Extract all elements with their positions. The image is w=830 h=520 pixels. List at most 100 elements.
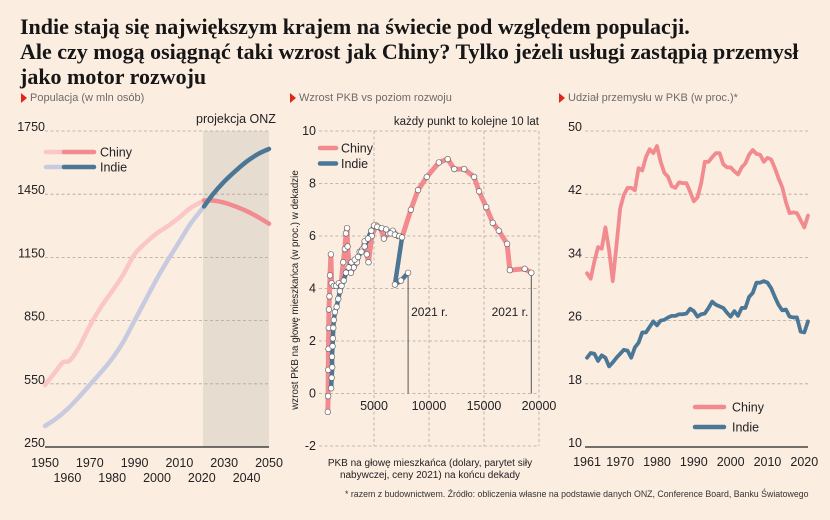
- scatter-annotation: każdy punkt to kolejne 10 lat: [394, 116, 540, 128]
- data-point-india: [329, 364, 336, 371]
- series-line-projection-china: [201, 198, 272, 226]
- series-line-china: [585, 144, 810, 284]
- triangle-marker-icon: [559, 93, 565, 103]
- data-point-india: [336, 287, 344, 295]
- data-point-india: [391, 281, 399, 288]
- end-year-label: 2021 r.: [492, 305, 529, 319]
- y-tick-label: 10: [302, 124, 316, 138]
- data-point-china: [407, 206, 415, 213]
- data-point-india: [340, 277, 347, 284]
- x-tick-label: 2020: [790, 455, 818, 469]
- y-tick-label: 1150: [18, 246, 45, 260]
- data-point-china: [344, 243, 351, 250]
- data-point-china: [343, 224, 351, 232]
- data-point-china: [521, 265, 528, 272]
- data-point-china: [326, 272, 334, 279]
- y-tick-label: 250: [24, 436, 45, 450]
- legend-label: Indie: [341, 157, 368, 171]
- x-tick-label: 2020: [188, 471, 216, 485]
- x-tick-label: 1980: [643, 455, 671, 469]
- y-tick-label: 42: [568, 183, 582, 197]
- x-tick-label: 1960: [53, 471, 81, 485]
- data-point-india: [335, 295, 342, 303]
- data-point-china: [483, 203, 490, 211]
- data-point-china: [444, 155, 451, 163]
- population-panel-subtitle: Populacja (w mln osób): [21, 92, 144, 104]
- y-tick-label: 50: [568, 120, 582, 134]
- data-point-india: [398, 234, 406, 241]
- x-tick-label: 2050: [255, 456, 283, 470]
- x-tick-label: 2040: [233, 471, 261, 485]
- projection-shade: [203, 131, 269, 447]
- x-tick-label: 20000: [522, 399, 557, 413]
- legend-label: Indie: [100, 161, 127, 175]
- data-point-india: [327, 385, 335, 392]
- data-point-china: [325, 306, 333, 313]
- series-line-historical-india: [42, 204, 207, 429]
- triangle-marker-icon: [290, 93, 296, 103]
- y-tick-label: 4: [309, 282, 316, 296]
- industry-subtitle-text: Udział przemysłu w PKB (w proc.)*: [568, 92, 738, 104]
- data-point-india: [328, 374, 335, 381]
- data-point-china: [324, 392, 332, 400]
- y-tick-label: 850: [24, 310, 45, 324]
- y-tick-label: 10: [568, 436, 582, 450]
- headline: Indie stają się największym krajem na św…: [20, 14, 799, 89]
- data-point-india: [342, 269, 350, 276]
- gdp-panel-subtitle: Wzrost PKB vs poziom rozwoju: [290, 92, 452, 104]
- scatter-y-axis-label: wzrost PKB na głowę mieszkańca (w proc.)…: [290, 170, 301, 411]
- gdp-growth-chart: -2 0 2 4 6 8 10 5000 10000 15000 20000 2021 r. 2021 …: [302, 124, 556, 453]
- series-line-china: [325, 156, 534, 415]
- y-tick-label: 18: [568, 373, 582, 387]
- gdp-subtitle-text: Wzrost PKB vs poziom rozwoju: [299, 92, 452, 104]
- population-chart: 250 550 850 1150 1450 1750 1950196019701980199…: [17, 120, 283, 485]
- x-tick-label: 2000: [717, 455, 745, 469]
- y-tick-label: 550: [24, 373, 45, 387]
- x-tick-label: 2030: [210, 456, 238, 470]
- data-point-india: [368, 227, 375, 234]
- x-tick-label: 5000: [360, 399, 388, 413]
- x-tick-label: 2010: [165, 456, 193, 470]
- projection-annotation: projekcja ONZ: [196, 112, 276, 126]
- headline-line-3: jako motor rozwoju: [20, 64, 207, 89]
- y-tick-label: 1750: [17, 120, 45, 134]
- y-tick-label: 1450: [17, 183, 45, 197]
- x-tick-label: 2010: [754, 455, 782, 469]
- data-point-india: [361, 243, 368, 250]
- x-tick-label: 15000: [467, 399, 502, 413]
- data-point-china: [451, 165, 458, 173]
- x-tick-label: 1990: [121, 456, 149, 470]
- data-point-china: [363, 251, 371, 258]
- data-point-india: [328, 353, 336, 360]
- legend-label: Chiny: [732, 401, 765, 415]
- data-point-china: [414, 186, 422, 194]
- y-tick-label: 8: [309, 177, 316, 191]
- headline-line-1: Indie stają się największym krajem na św…: [20, 14, 690, 39]
- data-point-china: [326, 293, 333, 300]
- industry-share-chart: 10 18 26 34 42 50 1961 1970 1980 1990 2000 2010 2020…: [568, 120, 818, 469]
- legend-label: Chiny: [100, 146, 133, 160]
- legend-label: Indie: [732, 421, 759, 435]
- x-tick-label: 1961: [573, 455, 601, 469]
- x-tick-label: 2000: [143, 471, 171, 485]
- scatter-x-axis-label-line-2: nabywczej, ceny 2021) na końcu dekady: [340, 470, 520, 481]
- series-line-historical-china: [42, 198, 207, 388]
- data-point-china: [435, 159, 443, 166]
- data-point-india: [333, 303, 340, 311]
- data-point-china: [506, 266, 514, 274]
- source-footnote: * razem z budownictwem. Źródło: obliczen…: [345, 489, 809, 499]
- data-point-china: [342, 230, 350, 237]
- data-point-china: [365, 259, 372, 266]
- data-point-india: [358, 248, 365, 255]
- x-tick-label: 10000: [412, 399, 447, 413]
- data-point-india: [364, 235, 372, 242]
- data-point-china: [340, 259, 347, 266]
- data-point-india: [382, 226, 390, 233]
- data-point-china: [380, 235, 388, 242]
- headline-line-2: Ale czy mogą osiągnąć taki wzrost jak Ch…: [20, 39, 799, 64]
- population-subtitle-text: Populacja (w mln osób): [30, 92, 145, 104]
- data-point-india: [338, 282, 345, 290]
- data-point-india: [345, 264, 352, 271]
- data-point-china: [423, 173, 430, 181]
